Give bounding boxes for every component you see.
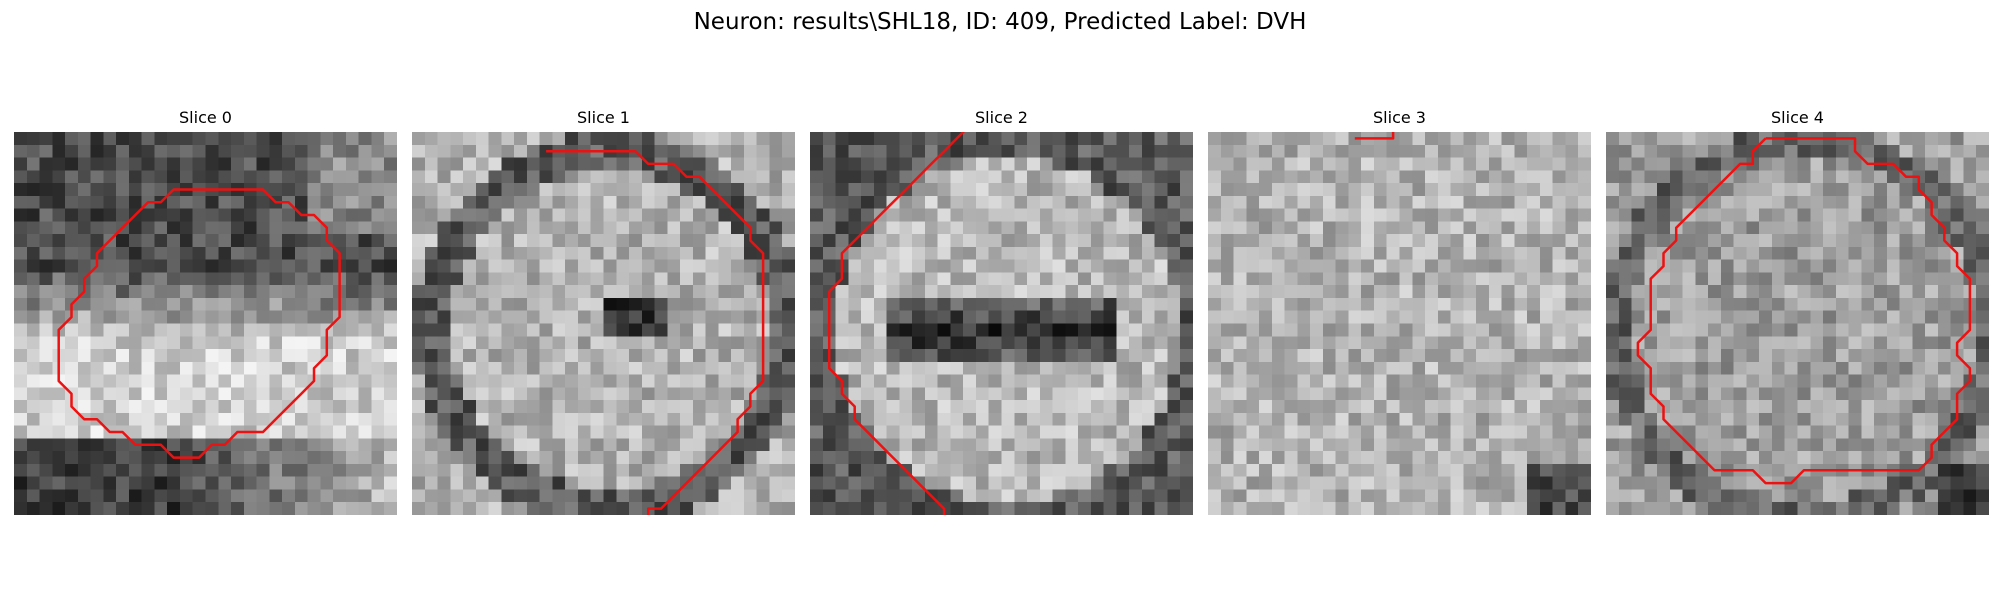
contour-line	[1636, 137, 1972, 485]
slice-panel: Slice 2	[810, 108, 1193, 515]
pixel-grid	[1208, 132, 1591, 515]
slice-title: Slice 4	[1771, 108, 1824, 127]
pixel-grid	[1606, 132, 1989, 515]
contour-line	[827, 132, 965, 515]
slice-title: Slice 3	[1373, 108, 1426, 127]
slice-panel: Slice 1	[412, 108, 795, 515]
slice-panel: Slice 0	[14, 108, 397, 515]
grayscale-slice-1	[412, 132, 795, 515]
grayscale-slice-2	[810, 132, 1193, 515]
slice-panel: Slice 4	[1606, 108, 1989, 515]
grayscale-slice-4	[1606, 132, 1989, 515]
contour-line	[1354, 132, 1395, 140]
slice-title: Slice 1	[577, 108, 630, 127]
grayscale-slice-3	[1208, 132, 1591, 515]
slice-title: Slice 2	[975, 108, 1028, 127]
slice-title: Slice 0	[179, 108, 232, 127]
slice-panel: Slice 3	[1208, 108, 1591, 515]
contour-line	[57, 188, 341, 459]
figure-title: Neuron: results\SHL18, ID: 409, Predicte…	[693, 9, 1307, 35]
pixel-grid	[412, 132, 795, 515]
pixel-grid	[810, 132, 1193, 515]
contour-line	[546, 149, 765, 515]
grayscale-slice-0	[14, 132, 397, 515]
